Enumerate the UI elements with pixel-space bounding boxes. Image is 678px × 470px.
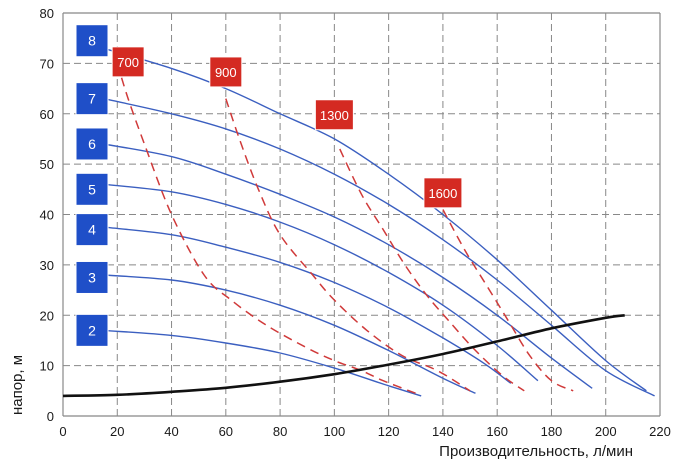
curve-label-text: 2 — [88, 322, 96, 338]
y-tick-label: 30 — [40, 258, 54, 273]
x-tick-label: 20 — [110, 424, 124, 439]
curve-label-box — [75, 260, 109, 294]
system-curve — [62, 314, 625, 398]
curve-label-6: 6 — [75, 127, 109, 161]
pump-curve-7 — [103, 97, 655, 397]
curve-label-text: 3 — [88, 269, 96, 285]
speed-line-1600 — [442, 209, 574, 392]
y-tick-label: 80 — [40, 6, 54, 21]
x-tick-label: 200 — [595, 424, 617, 439]
speed-label-text: 700 — [117, 55, 139, 70]
y-tick-label: 10 — [40, 359, 54, 374]
curve-label-box — [75, 82, 109, 116]
curve-label-text: 4 — [88, 222, 96, 238]
curve-labels: 8 7 6 5 4 3 2 700 900 1300 1600 — [75, 24, 463, 347]
speed-label-900: 900 — [209, 56, 243, 88]
curve-label-box — [75, 172, 109, 206]
y-tick-label: 60 — [40, 107, 54, 122]
curve-label-3: 3 — [75, 260, 109, 294]
x-tick-label: 100 — [324, 424, 346, 439]
series — [62, 47, 655, 398]
axis-ticks: 0 20 40 60 80 100 120 140 160 180 200 220 0 10 20 30 40 5… — [40, 6, 671, 439]
speed-line-1300 — [339, 148, 525, 392]
curve-label-box — [75, 213, 109, 247]
x-tick-label: 220 — [649, 424, 671, 439]
speed-label-box — [209, 56, 243, 88]
y-tick-label: 70 — [40, 56, 54, 71]
speed-line-700 — [116, 63, 417, 395]
y-axis-label: напор, м — [9, 355, 26, 415]
speed-label-box — [111, 46, 145, 78]
curve-label-4: 4 — [75, 213, 109, 247]
speed-label-box — [314, 99, 354, 131]
x-tick-label: 60 — [219, 424, 233, 439]
y-tick-label: 40 — [40, 208, 54, 223]
speed-label-text: 900 — [215, 65, 237, 80]
grid — [62, 12, 661, 417]
speed-label-text: 1300 — [320, 108, 349, 123]
y-tick-label: 50 — [40, 157, 54, 172]
speed-label-1600: 1600 — [423, 177, 463, 209]
x-tick-label: 40 — [164, 424, 178, 439]
curve-label-text: 7 — [88, 91, 96, 107]
curve-label-box — [75, 24, 109, 58]
curve-label-7: 7 — [75, 82, 109, 116]
pump-curve-6 — [103, 143, 593, 389]
x-tick-label: 120 — [378, 424, 400, 439]
pump-curve-5 — [103, 183, 539, 382]
curve-label-8: 8 — [75, 24, 109, 58]
curve-label-box — [75, 127, 109, 161]
speed-label-text: 1600 — [428, 186, 457, 201]
x-tick-label: 80 — [273, 424, 287, 439]
x-tick-label: 140 — [432, 424, 454, 439]
x-tick-label: 160 — [486, 424, 508, 439]
speed-line-900 — [225, 98, 471, 392]
speed-label-1300: 1300 — [314, 99, 354, 131]
speed-label-box — [423, 177, 463, 209]
x-axis-label: Производительность, л/мин — [439, 443, 633, 460]
curve-label-text: 5 — [88, 181, 96, 197]
pump-curve-3 — [103, 274, 476, 394]
pump-curve-2 — [103, 329, 422, 397]
x-tick-label: 0 — [59, 424, 66, 439]
y-tick-label: 20 — [40, 308, 54, 323]
x-tick-label: 180 — [541, 424, 563, 439]
y-tick-label: 0 — [47, 409, 54, 424]
curve-label-text: 8 — [88, 33, 96, 49]
speed-label-700: 700 — [111, 46, 145, 78]
curve-label-text: 6 — [88, 136, 96, 152]
curve-label-box — [75, 313, 109, 347]
curve-label-2: 2 — [75, 313, 109, 347]
curve-label-5: 5 — [75, 172, 109, 206]
